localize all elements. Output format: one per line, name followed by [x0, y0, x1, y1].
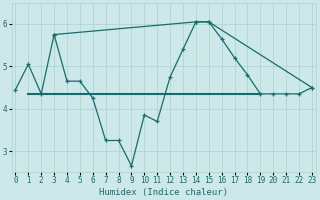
X-axis label: Humidex (Indice chaleur): Humidex (Indice chaleur): [99, 188, 228, 197]
